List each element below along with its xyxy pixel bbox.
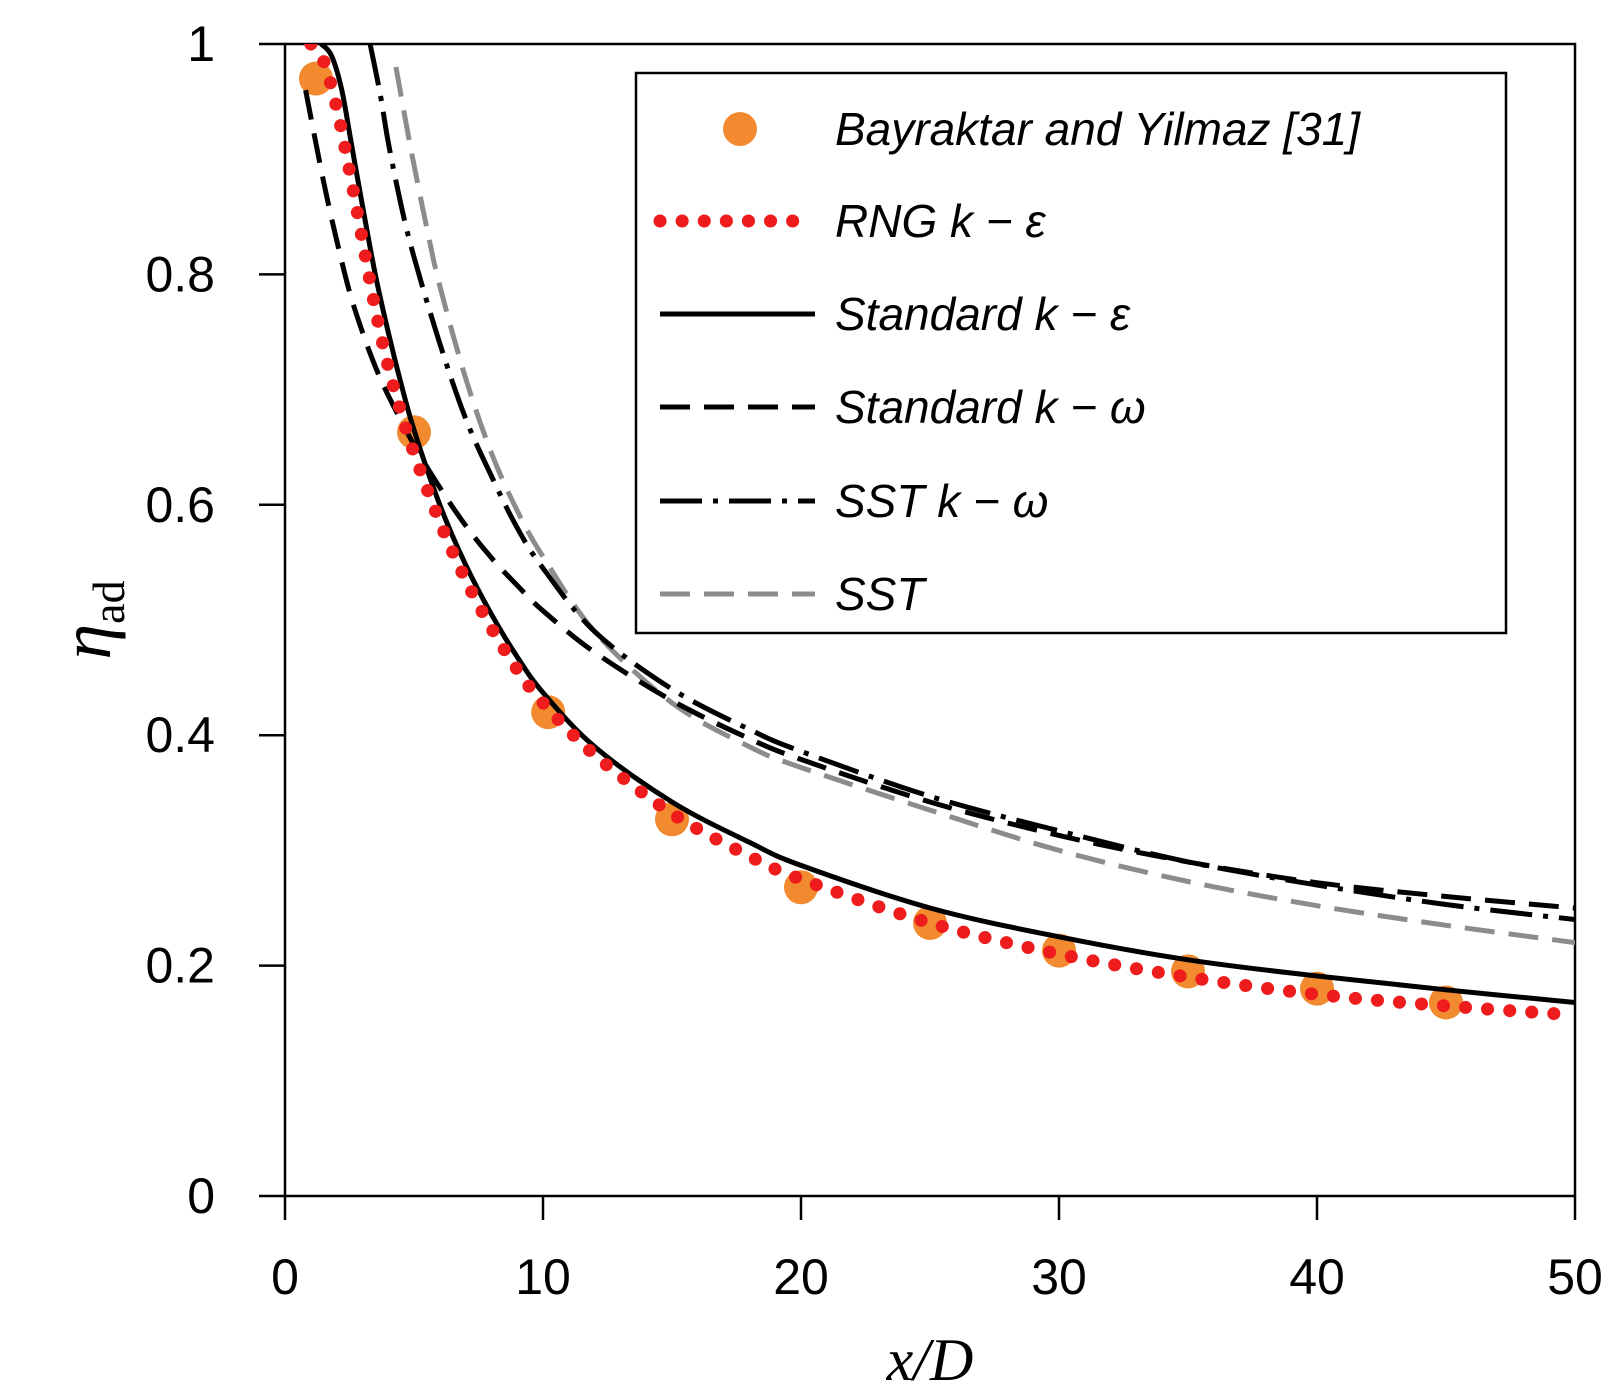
legend: Bayraktar and Yilmaz [31] RNG k − ε Stan… <box>634 71 1508 635</box>
svg-text:ηad: ηad <box>46 580 134 659</box>
x-tick-label: 20 <box>773 1249 829 1305</box>
legend-label-standard-ke: Standard k − ε <box>835 288 1131 340</box>
y-tick-label: 0.2 <box>145 938 215 994</box>
ticks-layer: 0 10 20 30 40 50 0 0.2 0.4 0.6 0.8 1 <box>145 16 1602 1305</box>
x-tick-label: 0 <box>271 1249 299 1305</box>
y-tick-label: 0.6 <box>145 477 215 533</box>
series-standard-ke <box>319 44 1575 1005</box>
x-axis-title: x/D <box>886 1327 974 1393</box>
data-point-bayraktar <box>298 61 333 96</box>
y-axis-title-sub: ad <box>83 580 134 623</box>
y-tick-label: 0 <box>187 1168 215 1224</box>
y-tick-label: 1 <box>187 16 215 72</box>
x-tick-label: 40 <box>1289 1249 1345 1305</box>
legend-label-bayraktar: Bayraktar and Yilmaz [31] <box>835 103 1361 155</box>
y-axis-title-main: η <box>46 624 126 660</box>
series-layer <box>298 44 1575 1022</box>
series-rng <box>304 44 1575 1022</box>
y-tick-label: 0.8 <box>145 246 215 302</box>
x-tick-label: 50 <box>1547 1249 1603 1305</box>
y-axis-title: ηad <box>46 580 134 659</box>
x-tick-label: 30 <box>1031 1249 1087 1305</box>
legend-label-sst: SST <box>835 568 927 620</box>
series-sst <box>393 66 1575 946</box>
legend-swatch-bayraktar <box>723 112 757 146</box>
x-tick-label: 10 <box>515 1249 571 1305</box>
y-tick-label: 0.4 <box>145 707 215 763</box>
legend-label-rng: RNG k − ε <box>835 195 1046 247</box>
legend-label-sst-kw: SST k − ω <box>835 475 1049 527</box>
legend-label-standard-kw: Standard k − ω <box>835 381 1146 433</box>
series-standard-kw <box>303 89 1575 911</box>
legend-box <box>634 71 1508 635</box>
